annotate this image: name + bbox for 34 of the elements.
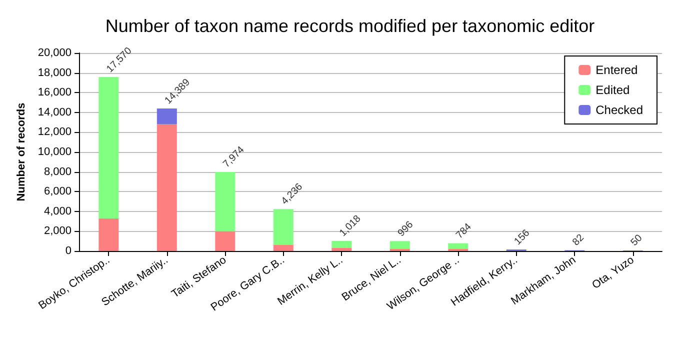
x-tick-label: Ota, Yuzo <box>590 254 636 292</box>
total-label: 996 <box>396 219 416 240</box>
bar <box>98 218 119 251</box>
y-tick-label: 4,000 <box>44 205 72 218</box>
y-tick-label: 0 <box>65 245 72 257</box>
bar <box>156 108 177 124</box>
chart-title: Number of taxon name records modified per taxonomic editor <box>105 16 595 36</box>
y-tick-label: 10,000 <box>38 146 72 158</box>
total-label: 156 <box>512 227 532 248</box>
y-tick-label: 12,000 <box>38 126 72 138</box>
y-tick-label: 16,000 <box>38 86 72 99</box>
total-label: 784 <box>454 221 474 242</box>
legend-label: Checked <box>596 103 644 117</box>
y-tick-label: 6,000 <box>44 186 72 198</box>
bar <box>215 172 236 232</box>
bar <box>215 231 236 251</box>
bar <box>273 245 294 251</box>
y-tick-label: 14,000 <box>38 106 72 118</box>
legend-label: Entered <box>596 63 638 77</box>
y-tick-label: 8,000 <box>44 166 72 178</box>
bar <box>273 209 294 246</box>
y-tick-label: 2,000 <box>44 225 72 238</box>
y-tick-label: 20,000 <box>38 47 72 59</box>
y-tick-label: 18,000 <box>38 66 72 79</box>
bar <box>390 241 410 250</box>
total-label: 50 <box>628 232 645 248</box>
y-axis-title: Number of records <box>16 102 28 202</box>
total-label: 82 <box>570 232 587 248</box>
legend-label: Edited <box>596 83 630 97</box>
bar <box>156 124 177 251</box>
bar <box>332 248 352 251</box>
bar <box>448 243 468 250</box>
bar <box>332 240 352 248</box>
bar <box>98 77 119 218</box>
